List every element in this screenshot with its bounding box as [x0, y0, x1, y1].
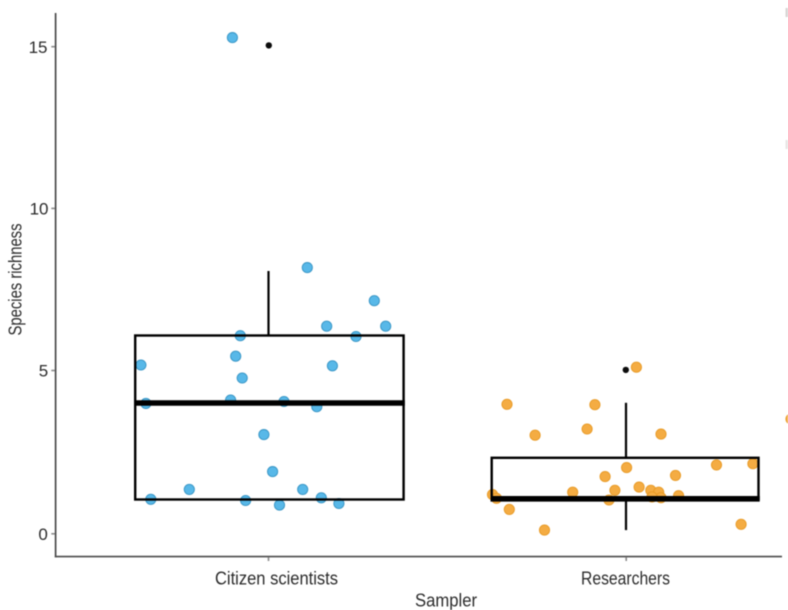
svg-text:10: 10 [30, 200, 49, 219]
svg-text:0: 0 [38, 525, 47, 544]
svg-text:Sampler: Sampler [415, 590, 477, 610]
svg-text:5: 5 [39, 362, 48, 381]
svg-text:Species richness: Species richness [5, 224, 26, 336]
svg-text:15: 15 [29, 38, 48, 57]
svg-text:Citizen scientists: Citizen scientists [215, 569, 338, 589]
svg-text:Researchers: Researchers [581, 569, 670, 589]
